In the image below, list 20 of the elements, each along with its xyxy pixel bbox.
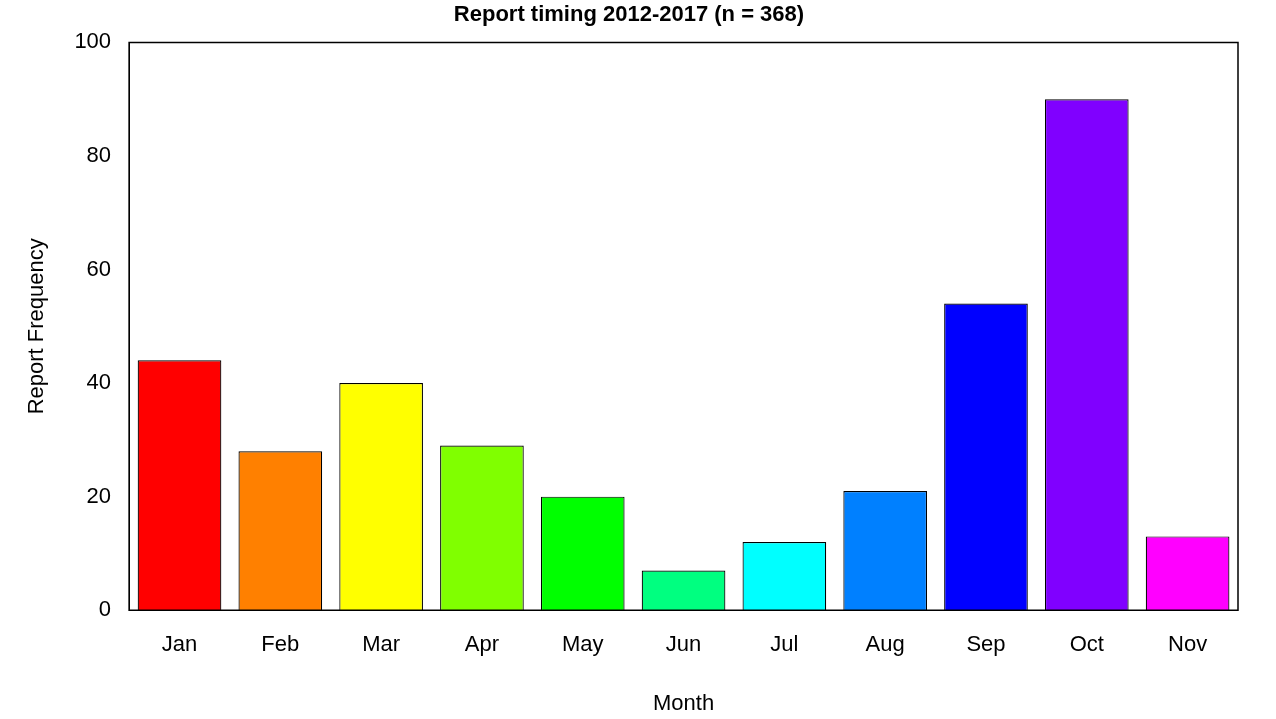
x-tick-label: Jun (665, 631, 702, 657)
x-tick-label: Nov (1168, 631, 1208, 657)
x-tick-label: Apr (464, 631, 500, 657)
x-tick-label: Mar (362, 631, 401, 657)
x-tick-label: Aug (865, 631, 905, 657)
x-tick-label: Sep (966, 631, 1006, 657)
x-tick-label: Feb (261, 631, 300, 657)
y-axis-title: Report Frequency (23, 238, 49, 415)
y-tick-label: 80 (86, 142, 112, 168)
chart-title: Report timing 2012-2017 (n = 368) (453, 1, 805, 27)
x-tick-label: May (561, 631, 604, 657)
y-tick-label: 0 (98, 596, 112, 622)
x-tick-label: Jul (770, 631, 799, 657)
y-tick-label: 60 (86, 255, 112, 281)
x-tick-label: Oct (1069, 631, 1104, 657)
x-tick-label: Jan (161, 631, 198, 657)
x-axis-title: Month (652, 689, 715, 715)
y-tick-label: 100 (74, 28, 112, 54)
y-tick-label: 20 (86, 482, 112, 508)
y-tick-label: 40 (86, 369, 112, 395)
